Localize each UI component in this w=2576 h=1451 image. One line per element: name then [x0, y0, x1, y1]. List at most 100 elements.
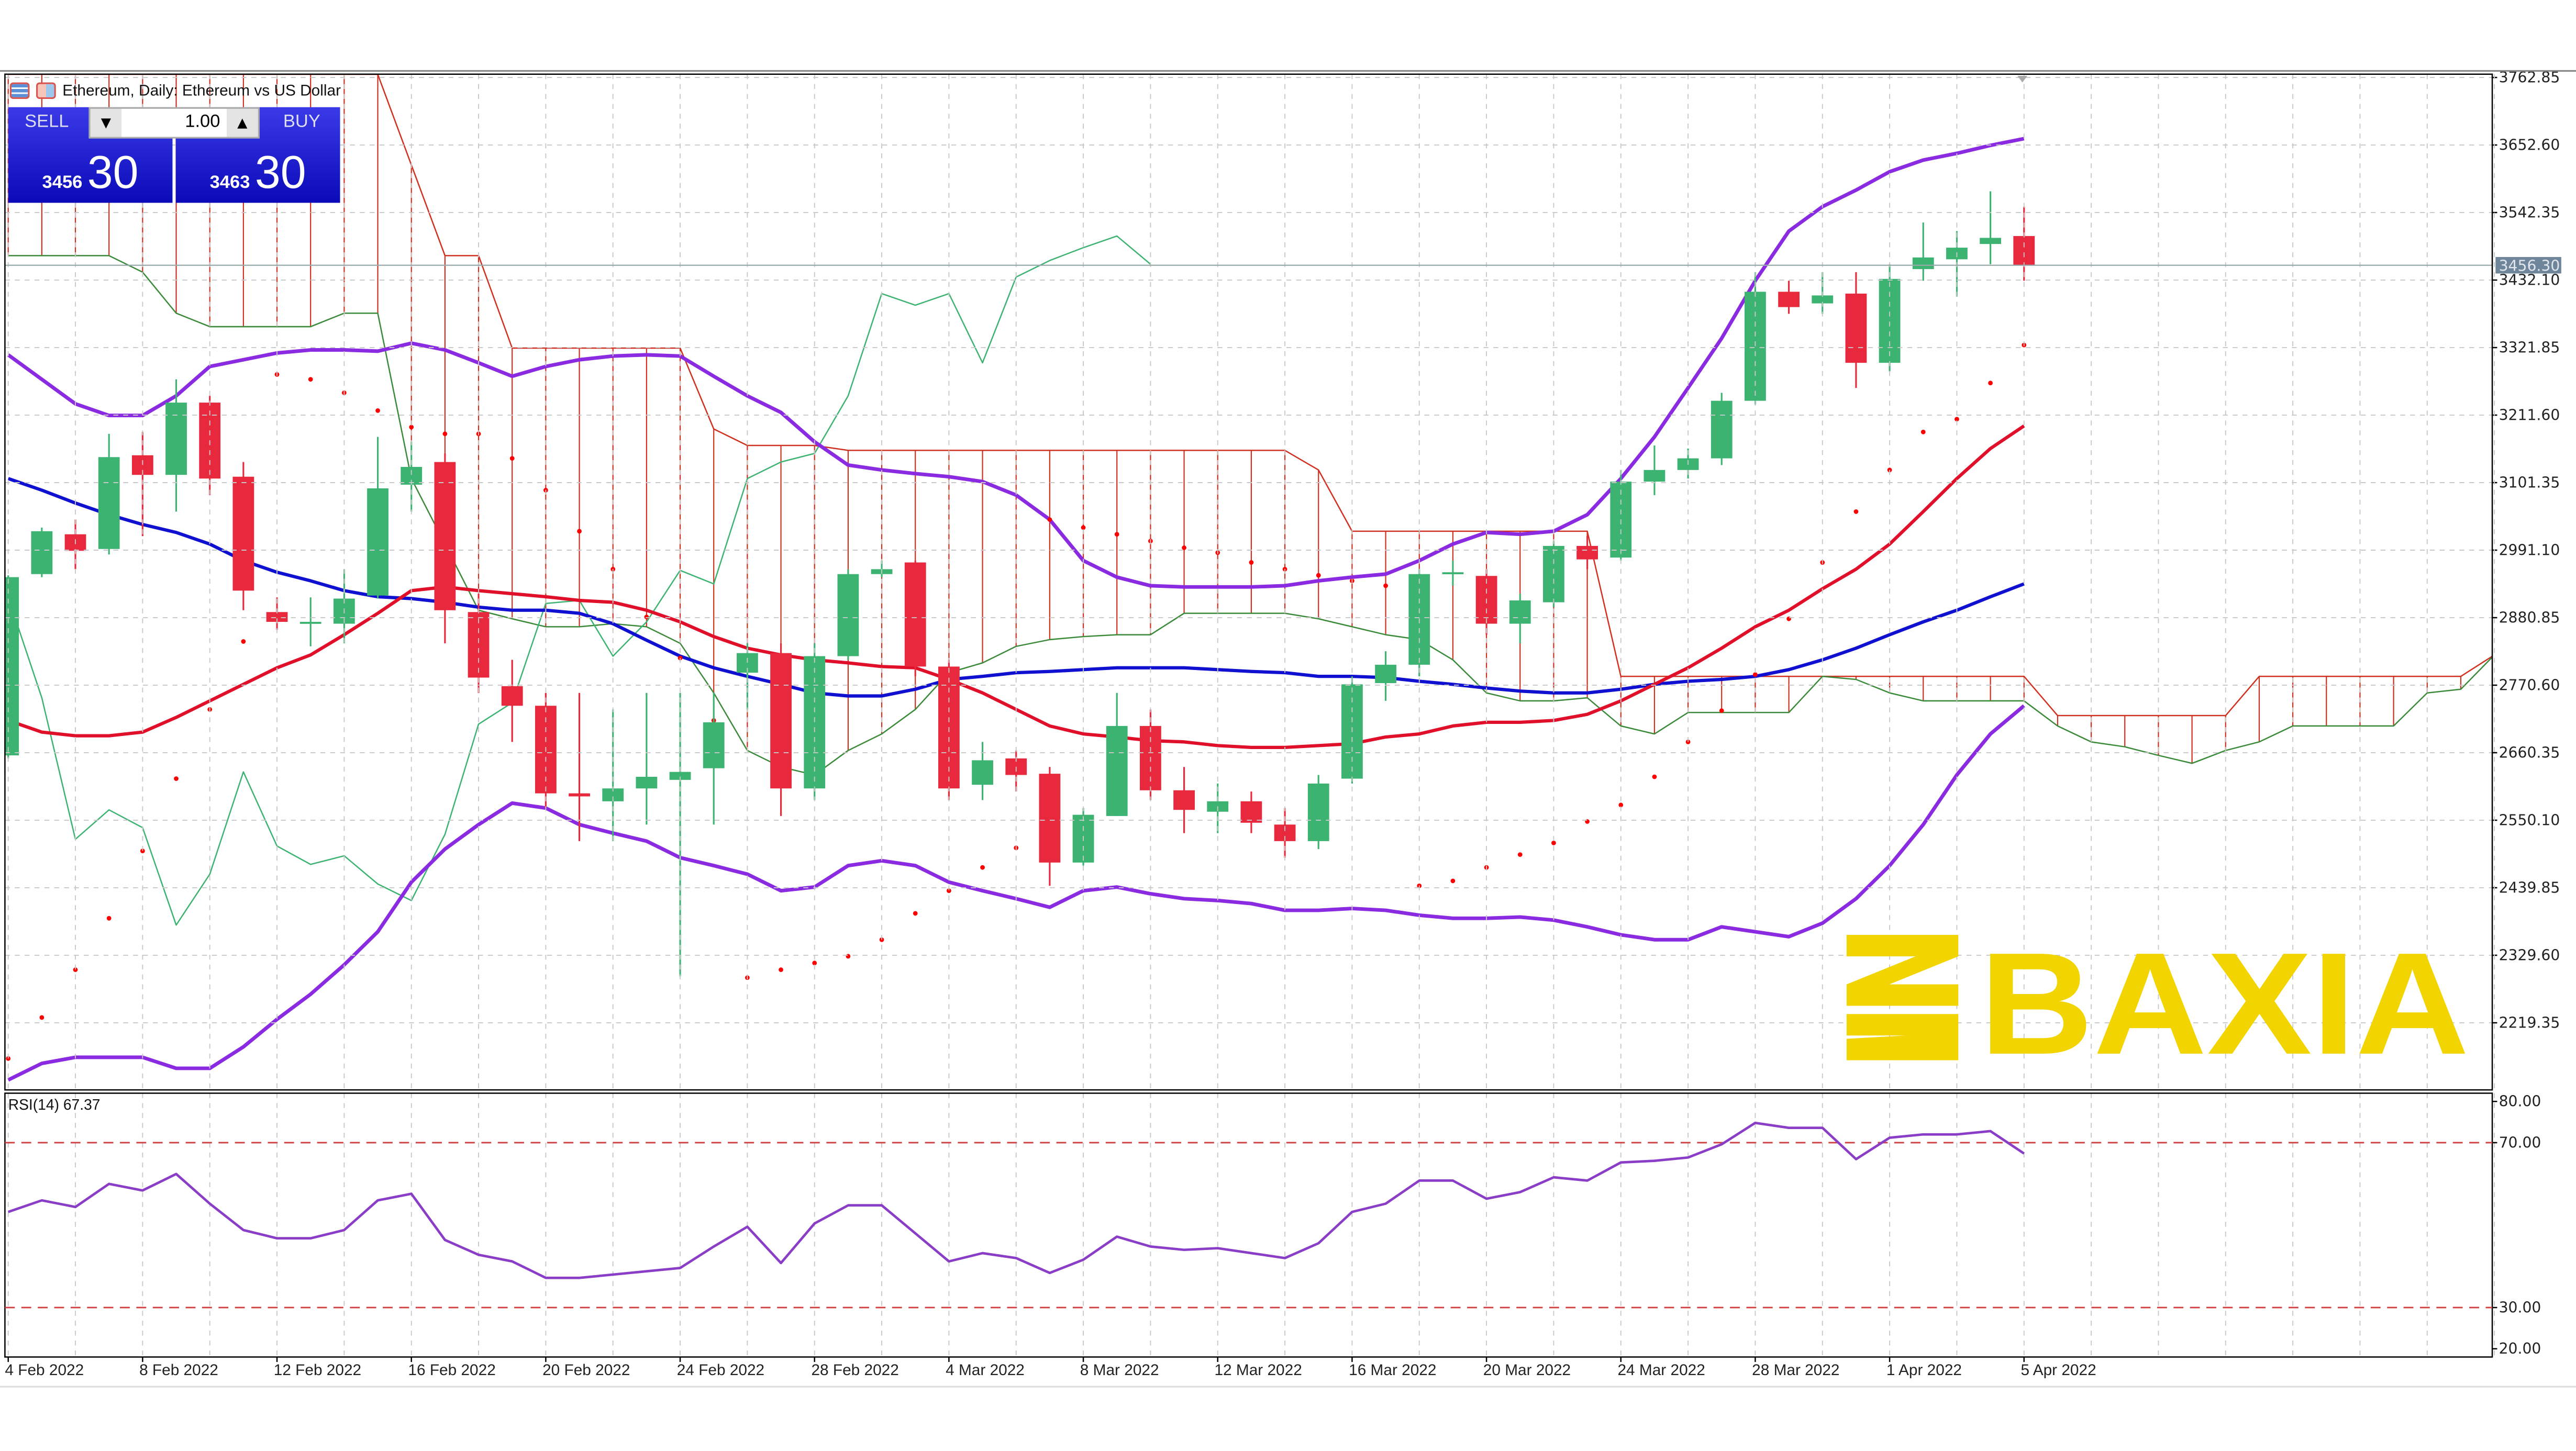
x-tick-label: 24 Mar 2022 [1617, 1361, 1705, 1379]
candle [1240, 791, 1262, 833]
sar-dot [442, 431, 448, 437]
x-tick-label: 8 Feb 2022 [139, 1361, 218, 1379]
chart-type-icon[interactable] [36, 82, 56, 99]
baxia-logo-text: BAXIA [1980, 922, 2469, 1085]
candle-body [1307, 783, 1329, 841]
sell-label: SELL [25, 112, 69, 132]
candle-body [1375, 664, 1396, 684]
sar-dot [1316, 573, 1321, 578]
x-tick-label: 1 Apr 2022 [1886, 1361, 1962, 1379]
candle [98, 433, 120, 555]
baxia-logo: BAXIA [1846, 922, 2469, 1085]
y-tick-label: 2660.35 [2499, 744, 2560, 761]
candle-body [1240, 801, 1262, 823]
sar-dot [1383, 583, 1388, 588]
candle [1442, 561, 1464, 586]
y-tick-label: 2219.35 [2499, 1014, 2560, 1031]
candle-body [1543, 545, 1564, 602]
candle [1039, 767, 1061, 886]
y-tick-label: 2550.10 [2499, 811, 2560, 829]
rsi-label: RSI(14) 67.37 [8, 1096, 101, 1113]
candle [501, 660, 523, 742]
candle-body [1173, 790, 1195, 810]
volume-input[interactable]: 1.00 [121, 108, 227, 137]
candle-body [1576, 545, 1598, 560]
sar-dot [980, 865, 985, 870]
sar-dot [1182, 545, 1186, 550]
candle-body [266, 612, 288, 622]
candle-body [367, 488, 388, 596]
rsi-pane-frame [4, 1092, 2493, 1358]
x-tick-label: 24 Feb 2022 [677, 1361, 764, 1379]
candle-body [98, 457, 120, 549]
candle [1845, 272, 1867, 388]
sar-dot [1551, 840, 1556, 845]
y-tick-label: 3101.35 [2499, 474, 2560, 491]
sar-dot [577, 529, 582, 534]
sar-dot [1517, 852, 1523, 857]
sar-dot [1955, 417, 1959, 422]
sar-dot [241, 639, 246, 644]
buy-price-major: 3463 [209, 173, 250, 193]
y-tick-label: 2770.60 [2499, 676, 2560, 694]
candle-body [1644, 470, 1665, 482]
one-click-trading-icon[interactable] [9, 82, 30, 99]
sar-dot [846, 954, 851, 959]
y-tick-label: 2991.10 [2499, 541, 2560, 559]
sar-dot [812, 961, 817, 966]
candle-body [569, 793, 590, 797]
y-tick-label: 2880.85 [2499, 609, 2560, 626]
ichimoku-span-b [8, 74, 2493, 717]
x-tick-label: 28 Mar 2022 [1752, 1361, 1839, 1379]
sar-dot [73, 967, 78, 972]
sar-dot [375, 408, 380, 413]
candle-body [1106, 726, 1128, 816]
sar-dot [409, 425, 414, 430]
current-price-badge [2495, 256, 2561, 274]
candle-body [501, 686, 523, 706]
candle [972, 742, 993, 800]
x-tick-label: 16 Mar 2022 [1349, 1361, 1436, 1379]
candle-body [1879, 278, 1901, 363]
one-click-trading-panel: SELL 3456 30 BUY 3463 30 ▼ 1.00 ▲ [8, 107, 340, 203]
candle-body [1442, 572, 1464, 575]
candle [1912, 222, 1934, 281]
volume-decrease-icon[interactable]: ▼ [90, 108, 122, 137]
sar-dot [39, 1015, 45, 1020]
y-tick-label: 3542.35 [2499, 204, 2560, 221]
buy-label: BUY [283, 112, 320, 132]
main-pane-frame [4, 73, 2493, 1091]
sar-dot [947, 888, 951, 894]
candle-body [837, 574, 859, 656]
candle-body [5, 577, 19, 756]
sar-dot [1047, 517, 1052, 522]
candle [1375, 651, 1396, 701]
y-tick-label: 2329.60 [2499, 946, 2560, 964]
y-tick-label: 3652.60 [2499, 136, 2560, 153]
chart-background [0, 69, 2576, 1389]
candle-body [1812, 295, 1834, 304]
candle [1509, 594, 1531, 643]
y-tick-label: 2439.85 [2499, 879, 2560, 896]
candle-body [165, 403, 187, 475]
volume-stepper[interactable]: ▼ 1.00 ▲ [88, 107, 260, 139]
sar-dot [1249, 560, 1254, 565]
chart-shift-marker-icon [2017, 75, 2028, 83]
x-tick-label: 20 Mar 2022 [1483, 1361, 1571, 1379]
sar-dot [1652, 774, 1657, 779]
candle [770, 643, 792, 816]
sar-dot [1853, 509, 1859, 514]
candle-body [1711, 400, 1733, 459]
candle-body [904, 562, 926, 667]
rsi-y-tick-label: 80.00 [2499, 1093, 2541, 1110]
rsi-line [7, 1121, 2025, 1279]
volume-increase-icon[interactable]: ▲ [227, 108, 258, 137]
candle [636, 693, 658, 825]
x-tick-label: 5 Apr 2022 [2020, 1361, 2096, 1379]
candle-body [232, 476, 254, 591]
candle-body [770, 653, 792, 789]
x-tick-label: 12 Mar 2022 [1214, 1361, 1302, 1379]
candle-body [636, 777, 658, 789]
